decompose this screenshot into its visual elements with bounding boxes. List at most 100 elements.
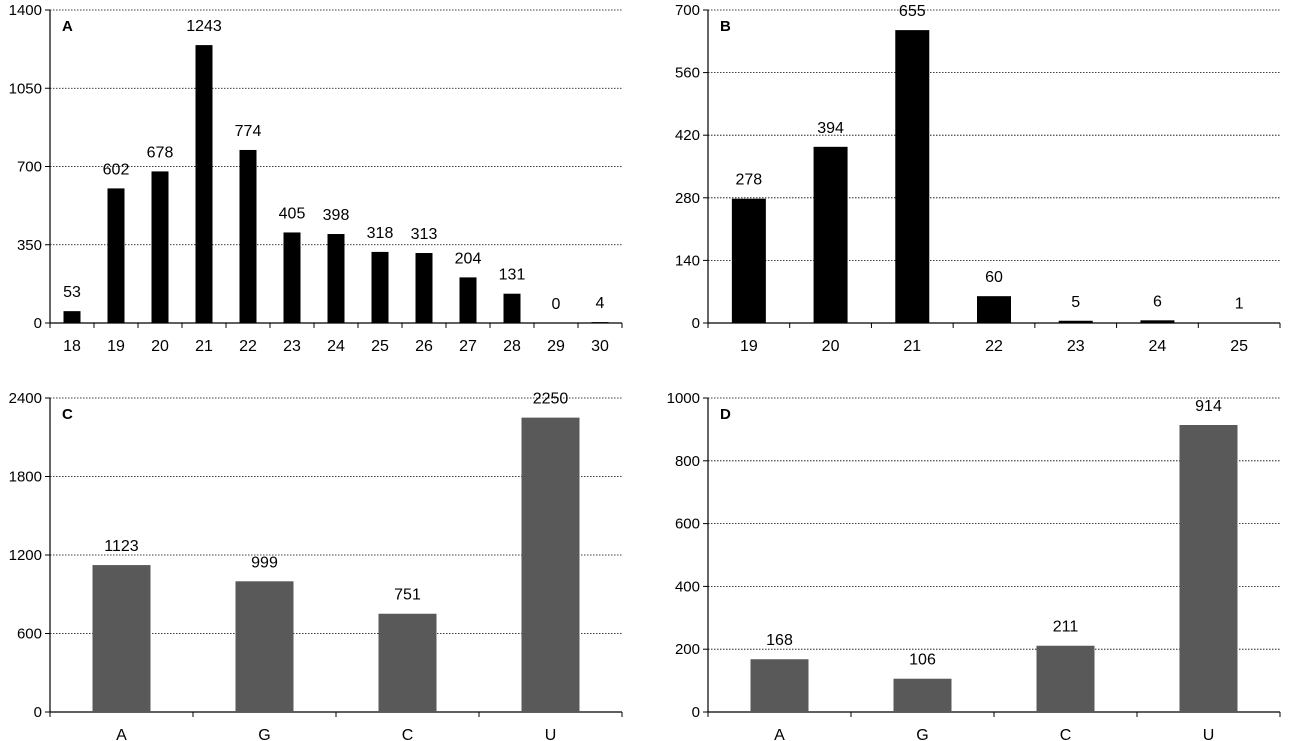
x-tick-label: 25 <box>1230 338 1248 355</box>
x-tick-label: 22 <box>985 338 1003 355</box>
data-label: 678 <box>147 144 174 161</box>
bar <box>378 613 437 712</box>
x-tick-label: 27 <box>459 338 477 355</box>
data-label: 398 <box>323 207 350 224</box>
panel-letter: B <box>720 18 731 35</box>
y-tick-label: 200 <box>675 641 700 658</box>
bar <box>415 253 433 323</box>
bar <box>107 188 125 323</box>
data-label: 318 <box>367 225 394 242</box>
x-tick-label: C <box>402 727 414 741</box>
data-label: 774 <box>235 123 262 140</box>
y-tick-label: 0 <box>692 315 700 332</box>
bar <box>92 565 151 712</box>
data-label: 602 <box>103 161 130 178</box>
bar <box>239 149 257 323</box>
y-tick-label: 1400 <box>9 2 42 19</box>
x-tick-label: G <box>258 727 270 741</box>
bar <box>895 30 930 323</box>
bar <box>63 311 81 323</box>
y-tick-label: 0 <box>692 704 700 721</box>
bar <box>893 678 952 712</box>
bar <box>1140 320 1175 323</box>
x-tick-label: 24 <box>327 338 345 355</box>
x-tick-label: 25 <box>371 338 389 355</box>
data-label: 2250 <box>533 391 569 408</box>
data-label: 53 <box>63 284 81 301</box>
y-tick-label: 350 <box>17 237 42 254</box>
x-tick-label: 21 <box>903 338 921 355</box>
x-tick-label: 20 <box>151 338 169 355</box>
y-tick-label: 420 <box>675 127 700 144</box>
x-tick-label: 21 <box>195 338 213 355</box>
bar <box>327 234 345 323</box>
chart-panel-b: 0 140 280 420 560 700 B 19 278 20 394 21 655 22 60 23 5 2… <box>675 2 1281 355</box>
y-tick-label: 0 <box>34 704 42 721</box>
bar <box>235 581 294 712</box>
y-tick-label: 1000 <box>667 390 700 407</box>
bar <box>750 659 809 712</box>
y-tick-label: 1050 <box>9 80 42 97</box>
data-label: 106 <box>909 652 936 669</box>
y-tick-label: 400 <box>675 578 700 595</box>
data-label: 4 <box>596 295 605 312</box>
bar <box>521 417 580 712</box>
data-label: 60 <box>985 269 1003 286</box>
data-label: 1243 <box>186 18 222 35</box>
y-tick-label: 800 <box>675 453 700 470</box>
bar <box>1179 425 1238 712</box>
bar <box>1036 645 1095 712</box>
y-tick-label: 700 <box>675 2 700 19</box>
y-tick-label: 0 <box>34 315 42 332</box>
bar <box>459 277 477 323</box>
data-label: 751 <box>394 587 421 604</box>
x-tick-label: 19 <box>740 338 758 355</box>
chart-panel-d: 0 200 400 600 800 1000 D A 168 G 106 C 211 U 914 <box>667 390 1281 741</box>
data-label: 278 <box>736 172 763 189</box>
x-tick-label: 23 <box>1067 338 1085 355</box>
chart-panel-c: 0 600 1200 1800 2400 C A 1123 G 999 C 751 U 2250 <box>9 390 623 741</box>
data-label: 1 <box>1235 296 1244 313</box>
x-tick-label: 22 <box>239 338 257 355</box>
bar <box>503 293 521 323</box>
y-tick-label: 1200 <box>9 547 42 564</box>
data-label: 6 <box>1153 293 1162 310</box>
data-label: 914 <box>1195 398 1222 415</box>
data-label: 131 <box>499 267 526 284</box>
bar <box>371 251 389 323</box>
x-tick-label: U <box>1203 727 1215 741</box>
data-label: 313 <box>411 226 438 243</box>
data-label: 394 <box>817 120 844 137</box>
bar <box>151 171 169 323</box>
x-tick-label: A <box>774 727 785 741</box>
data-label: 0 <box>552 296 561 313</box>
bar <box>731 198 766 323</box>
bar <box>977 296 1011 323</box>
y-tick-label: 560 <box>675 65 700 82</box>
y-tick-label: 700 <box>17 159 42 176</box>
y-tick-label: 280 <box>675 190 700 207</box>
data-label: 1123 <box>104 538 139 555</box>
panel-letter: A <box>62 18 73 35</box>
x-tick-label: 24 <box>1149 338 1167 355</box>
x-tick-label: A <box>116 727 127 741</box>
x-tick-label: U <box>545 727 557 741</box>
data-label: 999 <box>251 554 278 571</box>
data-label: 405 <box>279 205 306 222</box>
x-tick-label: 30 <box>591 338 609 355</box>
x-tick-label: 28 <box>503 338 521 355</box>
y-tick-label: 2400 <box>9 390 42 407</box>
x-tick-label: 26 <box>415 338 433 355</box>
bar <box>283 232 301 323</box>
x-tick-label: 18 <box>63 338 81 355</box>
chart-panel-a: 0 350 700 1050 1400 A 18 53 19 602 20 678 21 1243 22 77… <box>9 2 623 355</box>
y-tick-label: 1800 <box>9 469 42 486</box>
bar <box>1058 320 1093 323</box>
panel-letter: D <box>720 406 731 423</box>
x-tick-label: 23 <box>283 338 301 355</box>
panel-letter: C <box>62 406 73 423</box>
y-tick-label: 140 <box>675 252 700 269</box>
data-label: 204 <box>455 250 482 267</box>
data-label: 5 <box>1071 294 1080 311</box>
bar <box>813 146 848 323</box>
